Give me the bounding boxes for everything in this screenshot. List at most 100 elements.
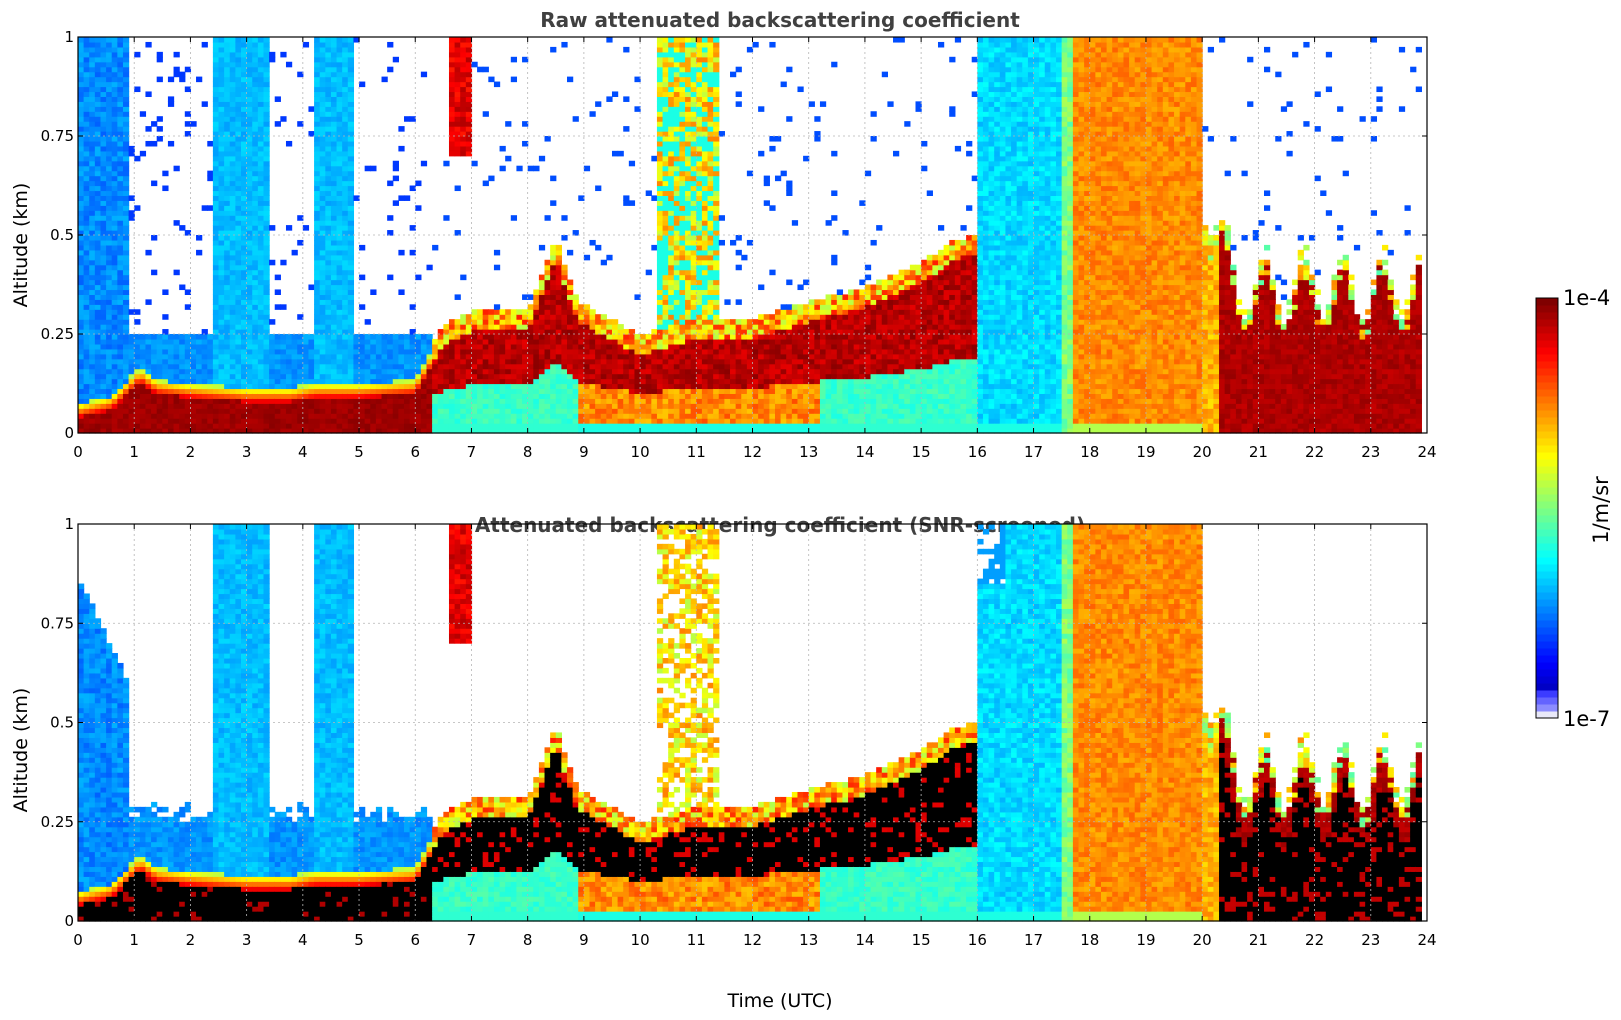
heatmap-cell	[702, 47, 708, 53]
heatmap-cell	[337, 374, 343, 380]
heatmap-cell	[500, 339, 506, 345]
heatmap-cell	[674, 334, 680, 340]
heatmap-cell	[308, 379, 314, 385]
heatmap-cell	[342, 423, 348, 429]
heatmap-cell	[471, 408, 477, 414]
heatmap-cell	[696, 260, 702, 266]
heatmap-cell	[663, 304, 669, 310]
heatmap-cell	[432, 423, 438, 429]
heatmap-cell	[179, 403, 185, 409]
heatmap-cell	[224, 309, 230, 315]
heatmap-cell	[213, 166, 219, 172]
heatmap-cell	[488, 384, 494, 390]
heatmap-cell	[196, 408, 202, 414]
heatmap-cell	[258, 384, 264, 390]
heatmap-cell	[398, 334, 404, 340]
heatmap-cell	[157, 398, 163, 404]
heatmap-cell	[601, 384, 607, 390]
heatmap-cell	[235, 280, 241, 286]
heatmap-cell	[685, 285, 691, 291]
heatmap-cell	[331, 116, 337, 122]
heatmap-cell	[528, 334, 534, 340]
heatmap-cell	[702, 190, 708, 196]
heatmap-cell	[84, 255, 90, 261]
heatmap-cell	[365, 344, 371, 350]
heatmap-cell	[89, 121, 95, 127]
heatmap-cell	[224, 215, 230, 221]
heatmap-cell	[679, 82, 685, 88]
heatmap-cell	[590, 339, 596, 345]
heatmap-cell	[123, 334, 129, 340]
heatmap-cell	[674, 309, 680, 315]
heatmap-cell	[117, 42, 123, 48]
heatmap-cell	[275, 388, 281, 394]
heatmap-cell	[342, 393, 348, 399]
heatmap-cell	[331, 413, 337, 419]
heatmap-cell	[337, 354, 343, 360]
heatmap-cell	[106, 42, 112, 48]
heatmap-cell	[235, 403, 241, 409]
heatmap-cell	[668, 418, 674, 424]
heatmap-cell	[348, 116, 354, 122]
heatmap-cell	[78, 210, 84, 216]
heatmap-cell	[230, 67, 236, 73]
heatmap-cell	[359, 393, 365, 399]
heatmap-cell	[696, 285, 702, 291]
heatmap-cell	[545, 294, 551, 300]
heatmap-cell	[449, 136, 455, 142]
heatmap-cell	[100, 423, 106, 429]
heatmap-cell	[348, 423, 354, 429]
heatmap-cell	[488, 408, 494, 414]
heatmap-cell	[668, 304, 674, 310]
heatmap-cell	[151, 334, 157, 340]
heatmap-cell	[342, 255, 348, 261]
heatmap-cell	[84, 210, 90, 216]
heatmap-cell	[657, 47, 663, 53]
heatmap-cell	[477, 369, 483, 375]
heatmap-cell	[567, 403, 573, 409]
heatmap-cell	[84, 215, 90, 221]
heatmap-cell	[331, 96, 337, 102]
heatmap-cell	[393, 398, 399, 404]
heatmap-cell	[584, 319, 590, 325]
heatmap-cell	[202, 205, 208, 211]
heatmap-cell	[95, 270, 101, 276]
heatmap-cell	[387, 349, 393, 355]
heatmap-cell	[337, 294, 343, 300]
heatmap-cell	[668, 388, 674, 394]
heatmap-cell	[78, 146, 84, 152]
heatmap-cell	[337, 87, 343, 93]
heatmap-cell	[95, 82, 101, 88]
heatmap-cell	[230, 403, 236, 409]
heatmap-cell	[280, 423, 286, 429]
heatmap-cell	[320, 57, 326, 63]
heatmap-cell	[263, 379, 269, 385]
heatmap-cell	[252, 408, 258, 414]
heatmap-cell	[247, 67, 253, 73]
heatmap-cell	[106, 181, 112, 187]
heatmap-cell	[488, 393, 494, 399]
heatmap-cell	[421, 403, 427, 409]
heatmap-cell	[134, 156, 140, 162]
heatmap-cell	[702, 121, 708, 127]
heatmap-cell	[556, 294, 562, 300]
heatmap-cell	[112, 146, 118, 152]
heatmap-cell	[235, 270, 241, 276]
heatmap-cell	[713, 210, 719, 216]
heatmap-cell	[219, 47, 225, 53]
heatmap-cell	[331, 200, 337, 206]
heatmap-cell	[252, 334, 258, 340]
heatmap-cell	[595, 344, 601, 350]
heatmap-cell	[95, 106, 101, 112]
heatmap-cell	[112, 369, 118, 375]
heatmap-cell	[556, 339, 562, 345]
heatmap-cell	[674, 324, 680, 330]
heatmap-cell	[331, 67, 337, 73]
heatmap-cell	[528, 294, 534, 300]
heatmap-cell	[145, 299, 151, 305]
heatmap-cell	[252, 349, 258, 355]
heatmap-cell	[145, 393, 151, 399]
heatmap-cell	[545, 299, 551, 305]
heatmap-cell	[365, 166, 371, 172]
heatmap-cell	[679, 37, 685, 43]
